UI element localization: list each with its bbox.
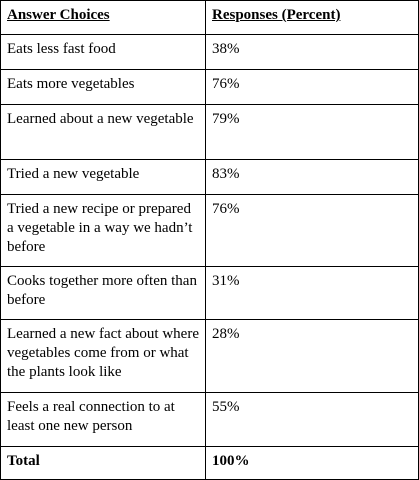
total-value-cell: 100% (205, 446, 419, 480)
answer-choice-cell: Learned about a new vegetable (0, 104, 206, 160)
response-percent-cell: 79% (205, 104, 419, 160)
answer-choice-cell: Tried a new vegetable (0, 159, 206, 195)
answer-choice-cell: Eats more vegetables (0, 69, 206, 105)
response-percent-cell: 76% (205, 69, 419, 105)
responses-percent-header: Responses (Percent) (205, 0, 419, 35)
answer-choice-cell: Learned a new fact about where vegetable… (0, 319, 206, 393)
answer-choice-cell: Cooks together more often than before (0, 266, 206, 320)
table-row: Cooks together more often than before 31… (0, 266, 419, 320)
response-percent-cell: 28% (205, 319, 419, 393)
answer-choice-cell: Tried a new recipe or prepared a vegetab… (0, 194, 206, 267)
table-row: Tried a new vegetable 83% (0, 159, 419, 195)
response-percent-cell: 31% (205, 266, 419, 320)
answer-choices-header: Answer Choices (0, 0, 206, 35)
total-label-cell: Total (0, 446, 206, 480)
answer-choice-cell: Eats less fast food (0, 34, 206, 70)
table-row: Eats less fast food 38% (0, 34, 419, 70)
table-row: Eats more vegetables 76% (0, 69, 419, 105)
table-row: Learned about a new vegetable 79% (0, 104, 419, 160)
answer-choice-cell: Feels a real connection to at least one … (0, 392, 206, 447)
table-row: Learned a new fact about where vegetable… (0, 319, 419, 393)
table-total-row: Total 100% (0, 446, 419, 480)
response-percent-cell: 76% (205, 194, 419, 267)
table-header-row: Answer Choices Responses (Percent) (0, 0, 419, 35)
response-percent-cell: 83% (205, 159, 419, 195)
table-row: Feels a real connection to at least one … (0, 392, 419, 447)
response-percent-cell: 38% (205, 34, 419, 70)
table-row: Tried a new recipe or prepared a vegetab… (0, 194, 419, 267)
response-percent-cell: 55% (205, 392, 419, 447)
